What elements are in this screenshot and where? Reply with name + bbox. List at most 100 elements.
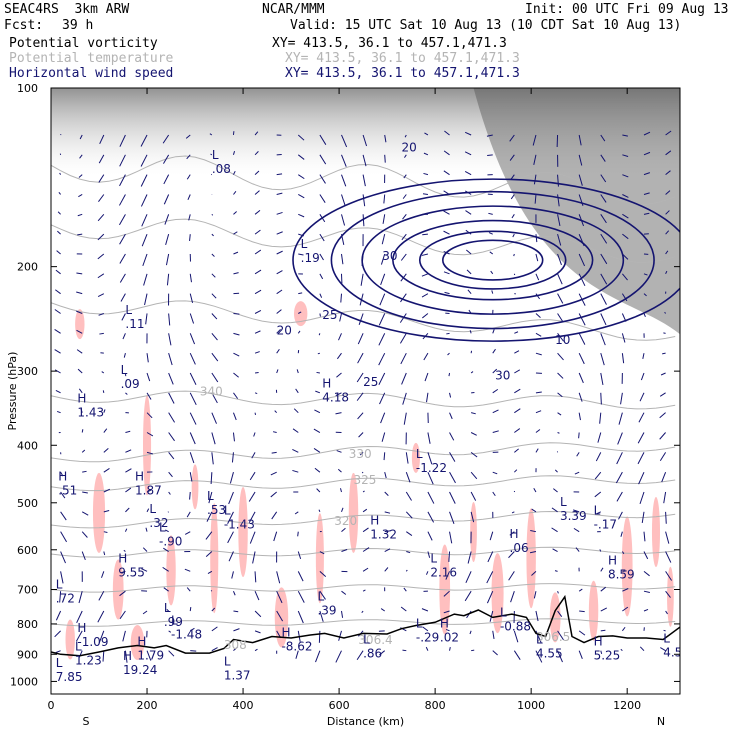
wind-vector bbox=[638, 471, 645, 485]
wind-vector bbox=[189, 273, 192, 283]
wind-vector bbox=[317, 352, 321, 355]
wind-vector bbox=[466, 269, 472, 275]
wind-vector bbox=[425, 571, 429, 575]
x-axis-label: Distance (km) bbox=[327, 715, 404, 728]
wind-vector bbox=[622, 174, 629, 178]
wind-vector bbox=[211, 273, 216, 278]
x-end-label-north: N bbox=[657, 715, 665, 728]
wind-vector bbox=[125, 430, 131, 433]
wind-vector bbox=[249, 471, 256, 481]
wind-vector bbox=[276, 289, 283, 295]
wind-vector bbox=[600, 372, 604, 386]
wind-vector bbox=[211, 647, 218, 652]
pv-shading bbox=[92, 472, 106, 553]
wind-vector bbox=[76, 349, 83, 354]
wind-vector bbox=[621, 333, 626, 343]
wind-vector bbox=[557, 214, 561, 227]
wind-vector bbox=[384, 530, 391, 533]
wind-vector bbox=[449, 511, 455, 525]
wind-vector bbox=[298, 311, 302, 314]
extremum-value: 5.25 bbox=[594, 649, 621, 663]
extremum-value: -1.22 bbox=[416, 461, 447, 475]
wind-vector bbox=[118, 194, 126, 206]
wind-vector bbox=[510, 591, 515, 603]
wind-vector bbox=[276, 270, 283, 275]
wind-vector bbox=[643, 531, 646, 542]
wind-vector bbox=[319, 551, 325, 555]
wind-vector bbox=[254, 209, 261, 215]
wind-vector bbox=[659, 392, 666, 397]
pv-shading bbox=[491, 553, 504, 634]
wind-vector bbox=[422, 193, 428, 195]
wind-vector bbox=[534, 194, 537, 204]
wind-vector bbox=[403, 412, 407, 425]
wind-vector bbox=[270, 491, 277, 498]
wind-vector bbox=[210, 472, 213, 485]
wind-vector bbox=[319, 134, 327, 145]
theta-contour bbox=[51, 546, 676, 558]
wind-vector bbox=[643, 192, 650, 195]
wind-vector bbox=[341, 507, 344, 513]
wind-vector bbox=[400, 273, 407, 282]
extremum-marker: L bbox=[56, 656, 63, 670]
wind-vector bbox=[600, 353, 605, 366]
extremum-value: .02 bbox=[440, 631, 459, 645]
wind-vector bbox=[384, 154, 386, 163]
wind-vector bbox=[97, 213, 105, 222]
wind-vector bbox=[341, 590, 347, 595]
extremum-value: 4.5 bbox=[663, 645, 682, 659]
wind-vector bbox=[356, 392, 364, 401]
wind-vector bbox=[276, 250, 283, 255]
pv-shading bbox=[470, 501, 477, 562]
wind-vector bbox=[273, 531, 278, 542]
wind-vector bbox=[383, 194, 386, 204]
wind-vector bbox=[643, 570, 650, 577]
wind-vector bbox=[640, 372, 645, 381]
wind-vector bbox=[297, 551, 302, 560]
wind-vector bbox=[145, 527, 148, 532]
wind-vector bbox=[401, 372, 407, 385]
theta-label: 330 bbox=[349, 447, 372, 461]
wind-vector bbox=[470, 451, 478, 458]
extremum-marker: L bbox=[416, 447, 423, 461]
theta-label: 306.4 bbox=[358, 633, 392, 647]
forecast-value: 39 h bbox=[62, 18, 94, 33]
wind-vector bbox=[341, 194, 346, 207]
wind-vector bbox=[529, 551, 537, 554]
wind-vector bbox=[295, 650, 299, 659]
wind-vector bbox=[318, 509, 321, 513]
wind-vector bbox=[54, 369, 61, 374]
wind-vector bbox=[535, 332, 542, 337]
wind-vector bbox=[380, 412, 386, 424]
wind-vector bbox=[464, 151, 472, 156]
wind-vector bbox=[665, 511, 667, 524]
wind-vector bbox=[600, 607, 608, 612]
wind-vector bbox=[122, 333, 126, 340]
wind-vector bbox=[146, 650, 152, 661]
extremum-value: -.90 bbox=[159, 534, 182, 548]
extremum-marker: H bbox=[594, 635, 603, 649]
wind-vector bbox=[254, 371, 259, 374]
wind-vector bbox=[618, 412, 623, 425]
wind-vector bbox=[378, 313, 386, 326]
wind-vector bbox=[405, 491, 412, 501]
wind-vector bbox=[274, 410, 278, 414]
wind-vector bbox=[424, 372, 429, 382]
wind-vector bbox=[119, 610, 126, 620]
wind-vector bbox=[600, 313, 607, 326]
wind-vector bbox=[186, 587, 191, 592]
wind-vector bbox=[508, 571, 515, 581]
wind-contour-label: 30 bbox=[495, 369, 510, 383]
wind-vector bbox=[665, 270, 668, 275]
wind-vector bbox=[579, 610, 585, 613]
wind-vector bbox=[400, 293, 407, 303]
wind-vector bbox=[509, 154, 515, 161]
wind-vector bbox=[81, 511, 89, 516]
wind-vector bbox=[233, 170, 236, 175]
wind-vector bbox=[470, 432, 477, 436]
wind-vector bbox=[492, 471, 498, 475]
wind-vector bbox=[535, 234, 538, 243]
wind-vector bbox=[211, 352, 219, 362]
wind-vector bbox=[422, 626, 429, 632]
wind-vector bbox=[189, 234, 191, 241]
